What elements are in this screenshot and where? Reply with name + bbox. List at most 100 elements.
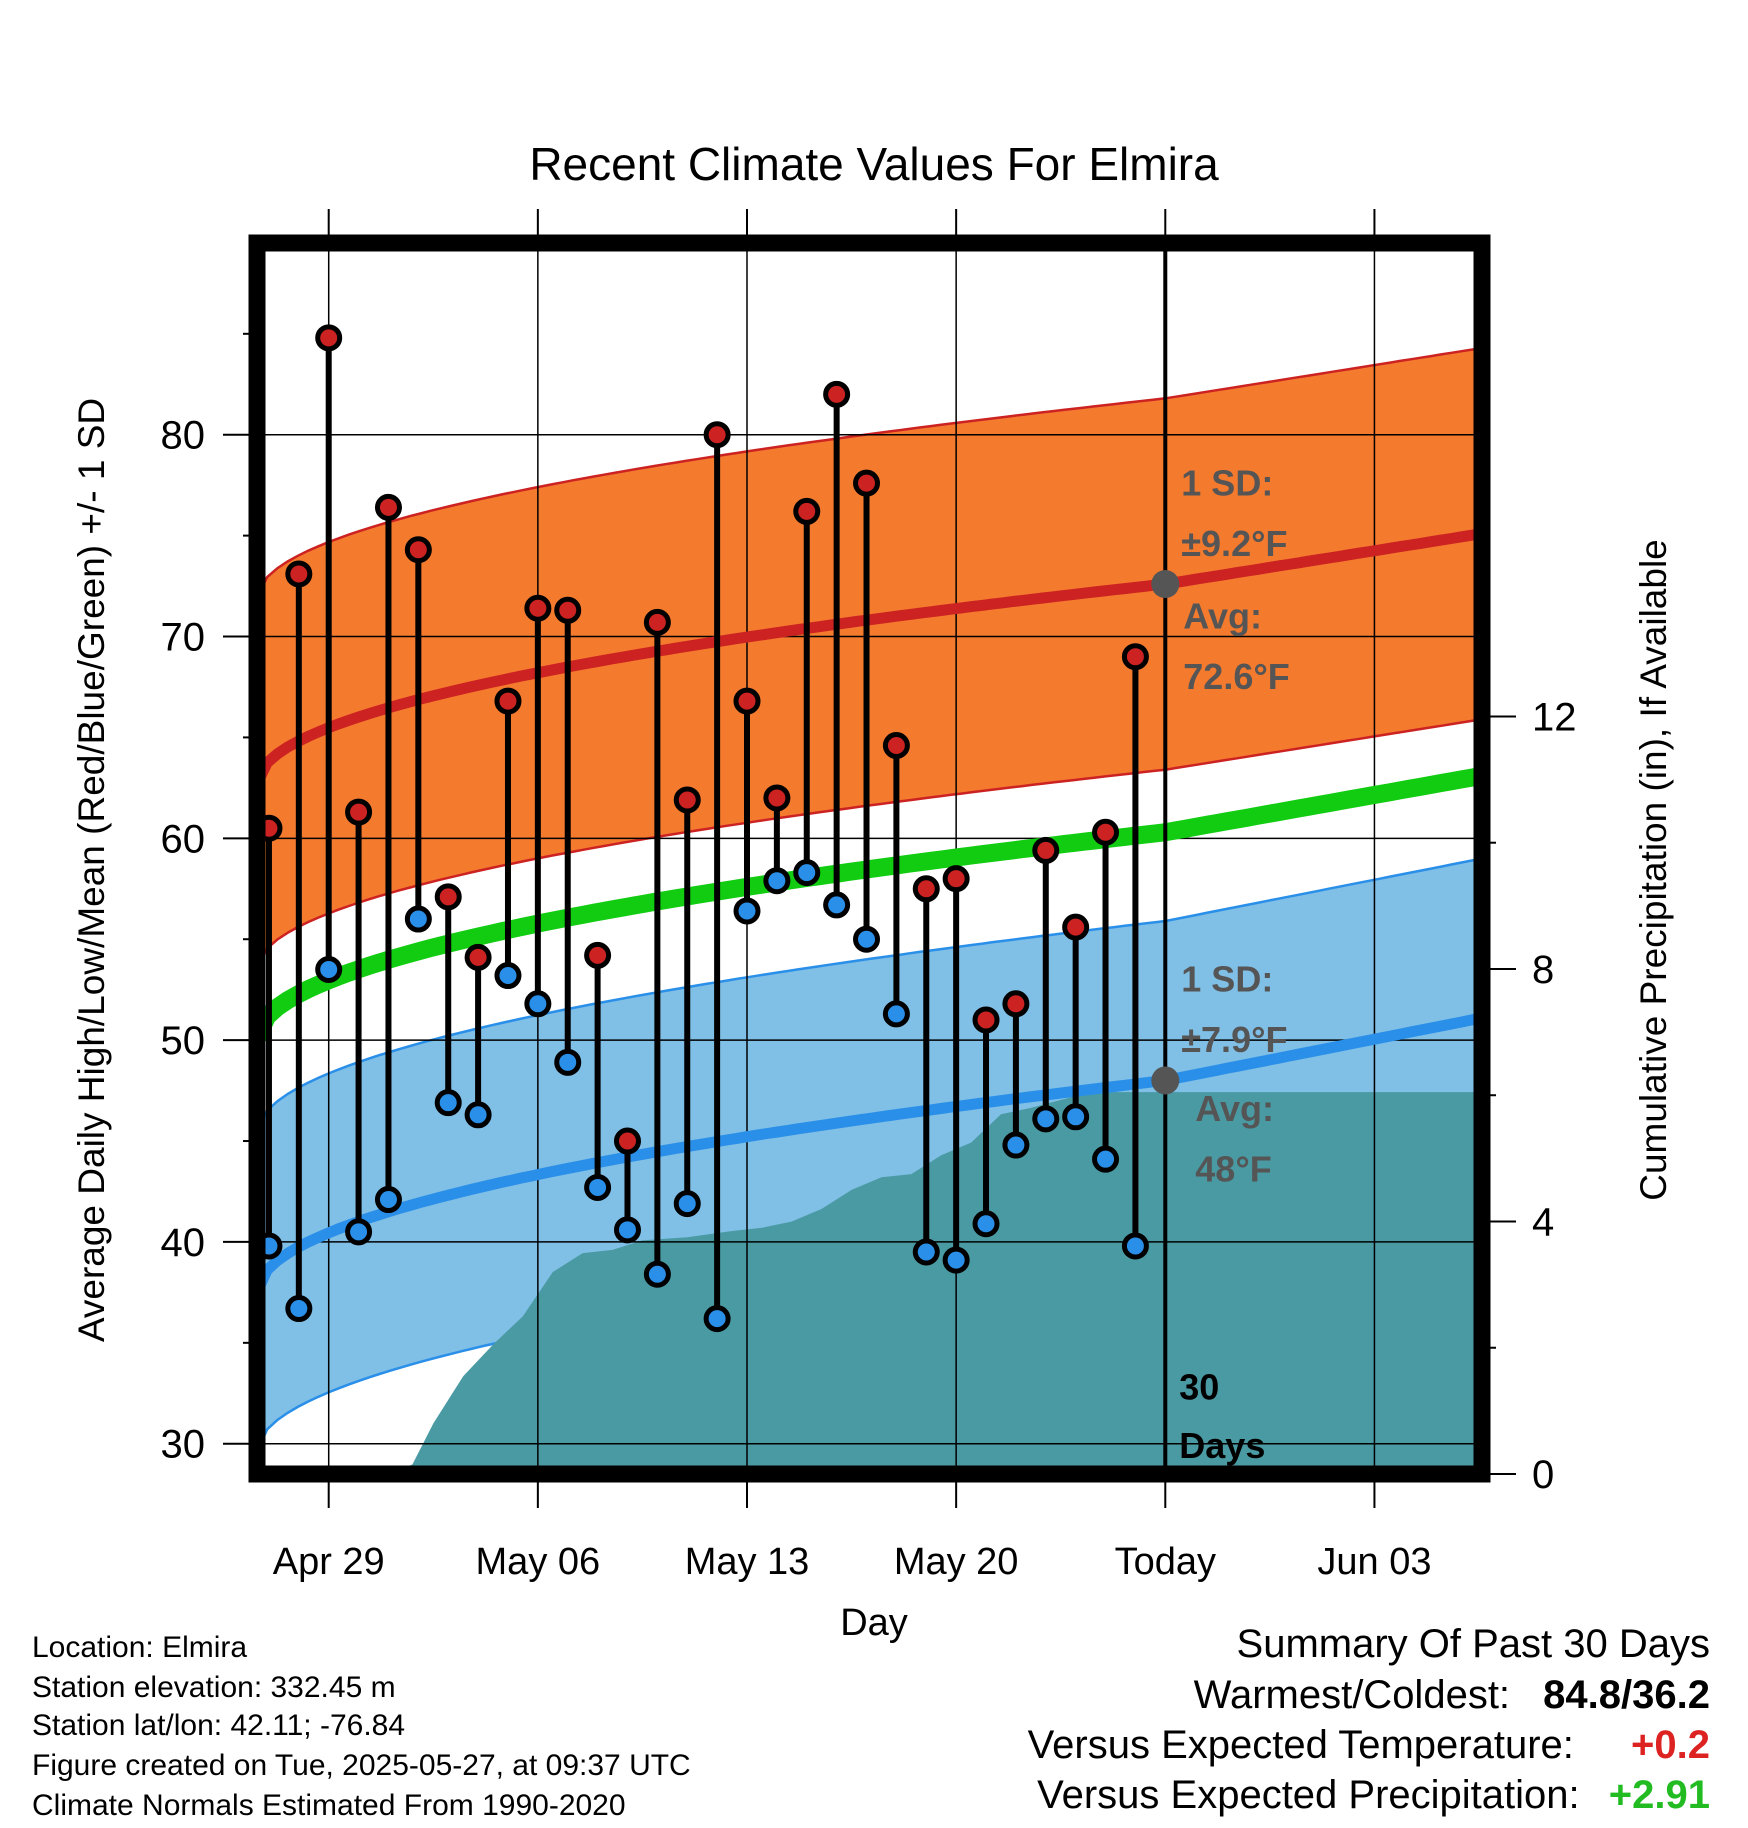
daily-low-point [315,955,343,983]
y-right-tick-label: 4 [1532,1200,1554,1244]
daily-high-point [1002,990,1030,1018]
window-count-label: 30 [1179,1366,1219,1407]
y-axis-label-left: Average Daily High/Low/Mean (Red/Blue/Gr… [71,398,112,1342]
low-sd-value: ±7.9°F [1181,1019,1287,1060]
daily-low-point [882,1000,910,1028]
window-days-label: Days [1179,1425,1265,1466]
daily-low-point [1002,1131,1030,1159]
daily-high-point [404,536,432,564]
x-tick-label: May 20 [894,1541,1019,1583]
daily-high-point [613,1127,641,1155]
temp-departure-row: Versus Expected Temperature: +0.2 [1028,1723,1710,1768]
daily-low-point [464,1101,492,1129]
y-tick-label: 60 [161,817,206,861]
daily-low-point [853,925,881,953]
y-tick-label: 30 [161,1423,206,1467]
y-right-tick-label: 12 [1532,695,1577,739]
daily-high-point [912,875,940,903]
cumulative-precip-area [388,1092,1482,1474]
y-tick-label: 70 [161,616,206,660]
daily-low-point [554,1048,582,1076]
daily-high-point [882,731,910,759]
daily-low-point [793,859,821,887]
chart-title: Recent Climate Values For Elmira [529,138,1219,190]
plot-area [257,243,1482,1474]
daily-low-point [345,1218,373,1246]
high-sd-label: 1 SD: [1181,462,1273,503]
daily-high-point [733,687,761,715]
climate-normals-source: Climate Normals Estimated From 1990-2020 [32,1789,626,1822]
y-tick-label: 80 [161,414,206,458]
daily-high-point [942,865,970,893]
x-tick-label: May 06 [476,1541,601,1583]
x-axis-label: Day [840,1602,908,1644]
daily-low-point [404,905,432,933]
daily-low-point [972,1210,1000,1238]
precip-departure-row: Versus Expected Precipitation: +2.91 [1037,1773,1710,1818]
plot-frame [248,234,1491,1483]
daily-high-point [434,883,462,911]
daily-high-point [554,596,582,624]
daily-low-point [703,1305,731,1333]
daily-low-point [285,1295,313,1323]
daily-high-point [285,560,313,588]
high-avg-value: 72.6°F [1183,656,1289,697]
temp-departure-value: +0.2 [1631,1723,1710,1767]
daily-high-point [374,493,402,521]
y-tick-label: 50 [161,1019,206,1063]
x-tick-label: Jun 03 [1317,1541,1431,1583]
station-location: Location: Elmira [32,1631,248,1664]
precip-departure-value: +2.91 [1608,1773,1710,1817]
y-right-tick-label: 8 [1532,948,1554,992]
precip-departure-label: Versus Expected Precipitation: [1037,1773,1580,1817]
daily-low-point [1032,1105,1060,1133]
high-sd-value: ±9.2°F [1181,523,1287,564]
low-sd-upper-edge [257,857,1482,1134]
today-avg-high-marker [1151,570,1180,599]
daily-high-point [524,594,552,622]
daily-low-point [1092,1145,1120,1173]
y-axis-label-right: Cumulative Precipitation (in), If Availa… [1633,539,1674,1201]
low-sd-label: 1 SD: [1181,959,1273,1000]
today-avg-low-marker [1151,1066,1180,1095]
daily-low-point [1121,1232,1149,1260]
daily-low-point [823,891,851,919]
x-tick-label: Today [1115,1541,1216,1583]
daily-high-point [972,1006,1000,1034]
y-tick-label: 40 [161,1221,206,1265]
daily-low-point [524,990,552,1018]
station-elevation: Station elevation: 332.45 m [32,1671,396,1704]
warmest-coldest-value: 84.8/36.2 [1543,1673,1710,1717]
x-tick-label: Apr 29 [273,1541,385,1583]
daily-high-point [1032,836,1060,864]
low-avg-label: Avg: [1195,1088,1274,1129]
x-tick-label: May 13 [685,1541,810,1583]
daily-high-point [494,687,522,715]
daily-low-point [942,1246,970,1274]
low-avg-value: 48°F [1195,1148,1271,1189]
daily-low-point [584,1173,612,1201]
daily-high-point [345,798,373,826]
warmest-coldest-label: Warmest/Coldest: [1193,1673,1511,1717]
y-right-tick-label: 0 [1532,1453,1554,1497]
station-latlon: Station lat/lon: 42.11; -76.84 [32,1709,406,1742]
daily-low-point [763,867,791,895]
figure-created: Figure created on Tue, 2025-05-27, at 09… [32,1749,691,1782]
daily-high-point [763,784,791,812]
daily-high-point [584,941,612,969]
daily-high-point [1121,643,1149,671]
daily-low-point [494,962,522,990]
temp-departure-label: Versus Expected Temperature: [1027,1723,1574,1767]
daily-high-point [1062,913,1090,941]
daily-high-point [315,324,343,352]
daily-low-point [733,897,761,925]
daily-high-point [643,608,671,636]
daily-high-point [853,469,881,497]
daily-low-point [912,1238,940,1266]
daily-low-point [434,1089,462,1117]
daily-low-point [374,1186,402,1214]
daily-low-point [673,1190,701,1218]
daily-high-point [464,943,492,971]
daily-low-point [613,1216,641,1244]
